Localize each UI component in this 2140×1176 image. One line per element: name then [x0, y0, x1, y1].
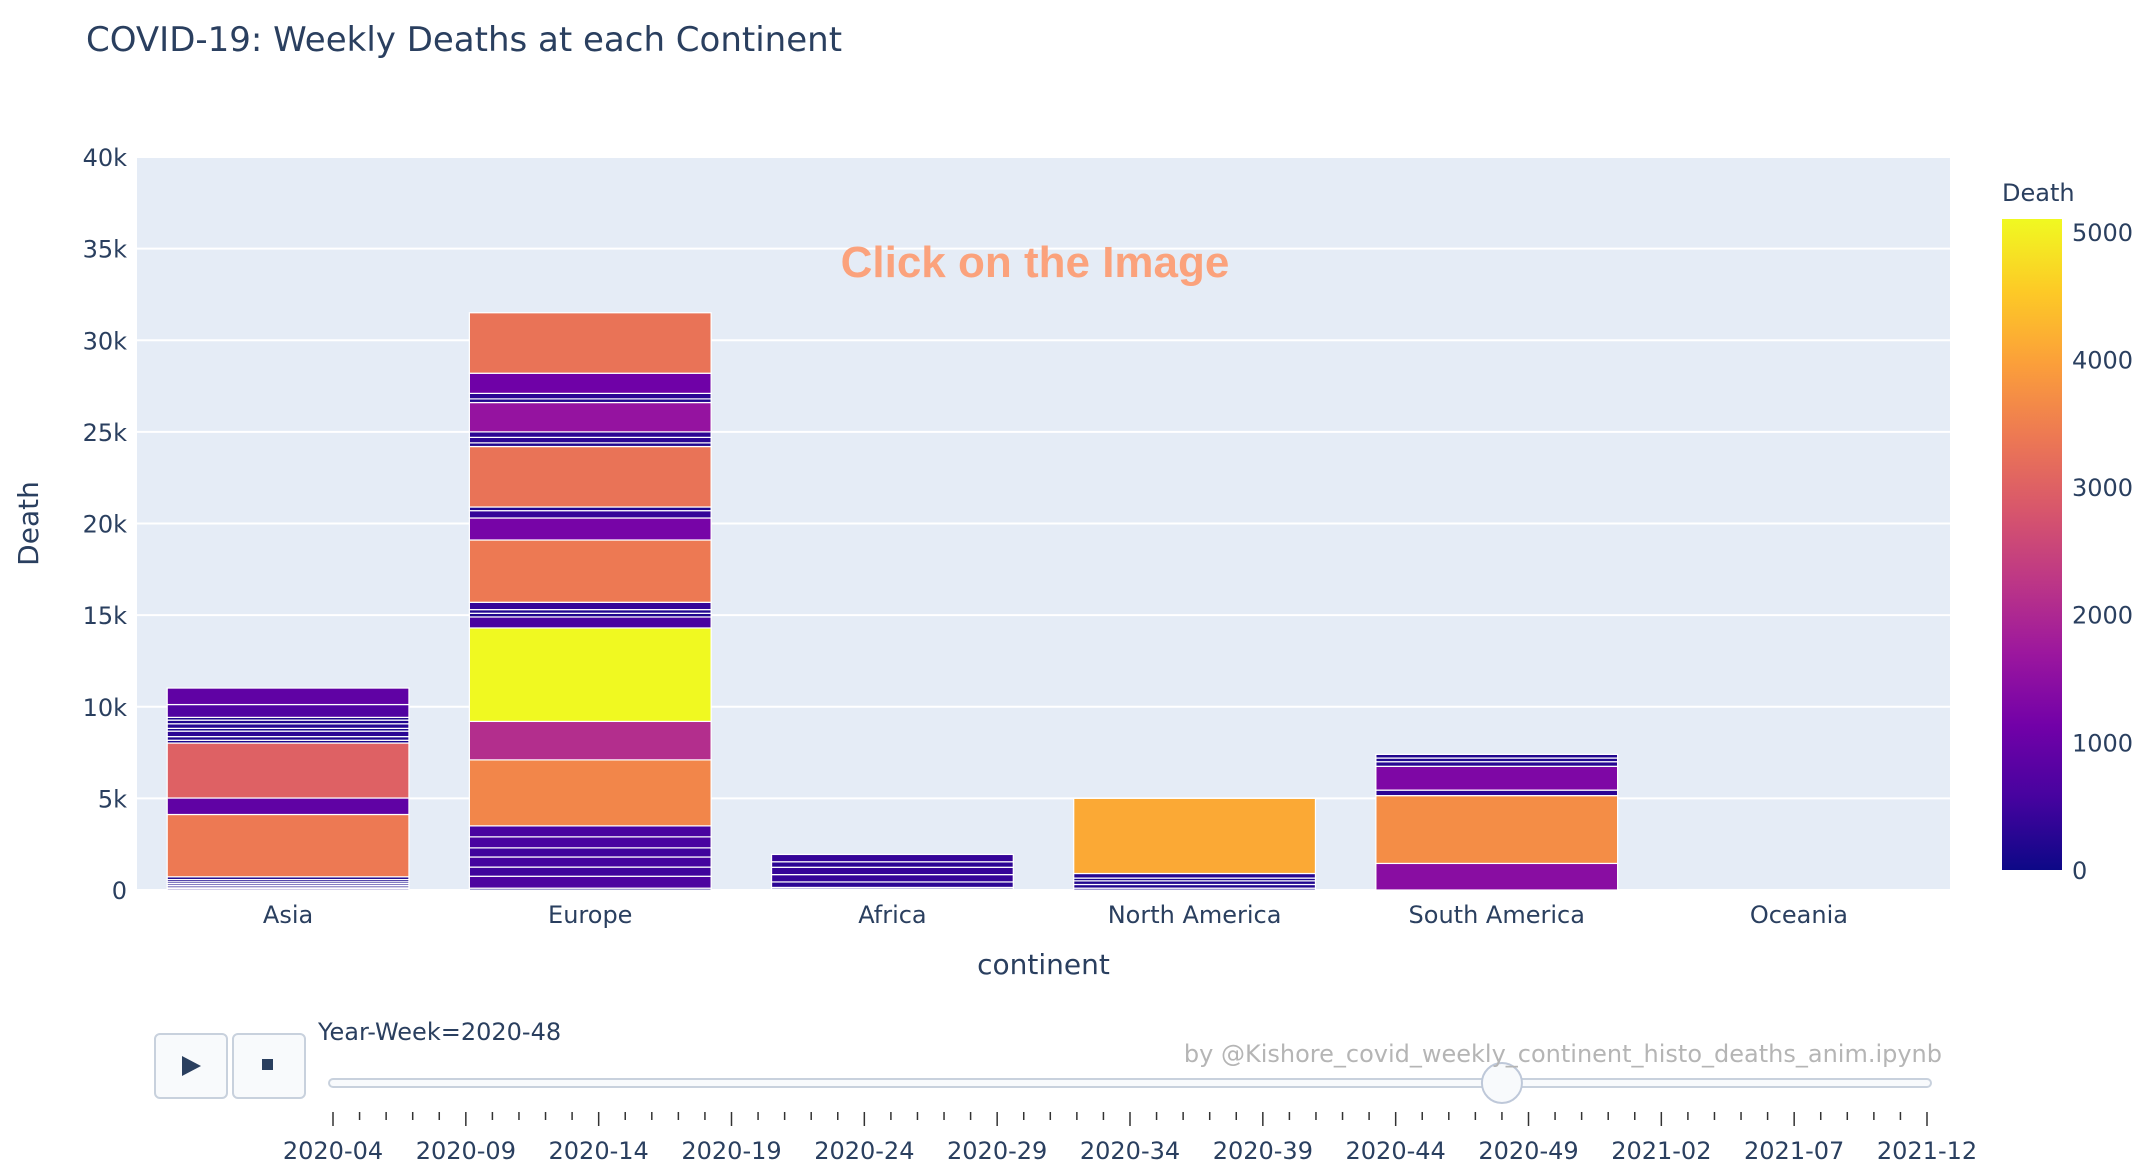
bar-segment[interactable]	[468, 601, 712, 611]
colorbar-title: Death	[2002, 179, 2075, 207]
slider-ticks	[332, 1112, 1928, 1126]
play-button[interactable]	[154, 1033, 228, 1099]
bar-segment[interactable]	[1375, 761, 1619, 767]
slider-tick-label: 2020-09	[416, 1137, 516, 1165]
bar-segment[interactable]	[166, 687, 410, 706]
colorbar-tick-label: 3000	[2072, 474, 2133, 502]
bar-segment[interactable]	[468, 856, 712, 868]
colorbar	[2002, 219, 2062, 870]
bar-segment[interactable]	[1073, 797, 1317, 875]
bar-segment[interactable]	[468, 825, 712, 838]
y-tick-label: 35k	[83, 236, 128, 264]
play-icon	[182, 1056, 201, 1076]
slider-tick-label: 2020-44	[1346, 1137, 1446, 1165]
x-tick-label: South America	[1409, 901, 1585, 929]
colorbar-tick-label: 1000	[2072, 729, 2133, 757]
y-axis-label: Death	[12, 481, 45, 566]
bar-segment[interactable]	[468, 517, 712, 541]
bar-segment[interactable]	[770, 866, 1014, 876]
credit-text: by @Kishore_covid_weekly_continent_histo…	[1183, 1040, 1942, 1068]
colorbar-tick-label: 5000	[2072, 219, 2133, 247]
bar-segment[interactable]	[468, 445, 712, 508]
slider-tick-label: 2020-04	[283, 1137, 383, 1165]
slider-tick-label: 2020-29	[947, 1137, 1047, 1165]
bar-segment[interactable]	[1375, 862, 1619, 891]
y-tick-label: 25k	[83, 419, 128, 447]
stop-icon	[262, 1059, 273, 1070]
y-tick-label: 15k	[83, 602, 128, 630]
slider-tick-label: 2020-49	[1478, 1137, 1578, 1165]
y-tick-label: 30k	[83, 327, 128, 355]
bar-segment[interactable]	[770, 861, 1014, 868]
bar-segment[interactable]	[468, 759, 712, 827]
bar-segment[interactable]	[166, 742, 410, 799]
bar-segment[interactable]	[468, 436, 712, 444]
bar-segment[interactable]	[468, 401, 712, 433]
x-tick-labels: Asia Europe Africa North America South Ameri…	[263, 901, 1848, 929]
click-annotation[interactable]: Click on the Image	[841, 238, 1230, 287]
bar-segment[interactable]	[1375, 765, 1619, 791]
x-tick-label: Europe	[548, 901, 632, 929]
bar-segment[interactable]	[1375, 795, 1619, 865]
slider-tick-label: 2021-12	[1877, 1137, 1977, 1165]
bar-segment[interactable]	[1375, 753, 1619, 759]
slider-tick-label: 2020-34	[1080, 1137, 1180, 1165]
slider-tick-label: 2021-07	[1744, 1137, 1844, 1165]
stop-button[interactable]	[232, 1033, 306, 1099]
slider-tick-label: 2020-39	[1213, 1137, 1313, 1165]
bar-segment[interactable]	[770, 881, 1014, 889]
y-tick-label: 5k	[98, 785, 127, 813]
bar-segment[interactable]	[770, 874, 1014, 883]
bar-segment[interactable]	[468, 431, 712, 438]
bars	[166, 312, 1921, 891]
bar-segment[interactable]	[468, 392, 712, 400]
bar-segment[interactable]	[166, 730, 410, 738]
bar-segment[interactable]	[468, 539, 712, 603]
y-tick-label: 10k	[83, 694, 128, 722]
colorbar-tick-label: 2000	[2072, 602, 2133, 630]
slider-tick-labels: 2020-04 2020-09 2020-14 2020-19 2020-24 2020-…	[283, 1137, 1977, 1165]
x-tick-label: North America	[1108, 901, 1282, 929]
slider-tick-label: 2020-19	[681, 1137, 781, 1165]
bar-segment[interactable]	[468, 312, 712, 374]
bar-segment[interactable]	[166, 723, 410, 729]
x-tick-label: Asia	[263, 901, 313, 929]
slider-current-label: Year-Week=2020-48	[318, 1018, 562, 1046]
colorbar-tick-label: 0	[2072, 857, 2087, 885]
bar-segment[interactable]	[166, 703, 410, 718]
x-tick-label: Oceania	[1750, 901, 1848, 929]
bar-segment[interactable]	[468, 875, 712, 889]
chart-title: COVID-19: Weekly Deaths at each Continen…	[86, 20, 843, 60]
y-tick-label: 0	[112, 877, 127, 905]
bar-segment[interactable]	[468, 866, 712, 877]
bar-segment[interactable]	[1073, 872, 1317, 879]
x-tick-label: Africa	[858, 901, 926, 929]
colorbar-tick-label: 4000	[2072, 346, 2133, 374]
y-tick-label: 20k	[83, 511, 128, 539]
y-tick-label: 40k	[83, 144, 128, 172]
bar-segment[interactable]	[770, 853, 1014, 863]
slider-tick-label: 2021-02	[1611, 1137, 1711, 1165]
bar-segment[interactable]	[468, 627, 712, 723]
bar-segment[interactable]	[166, 797, 410, 816]
x-axis-label: continent	[977, 948, 1110, 981]
slider-handle[interactable]	[1480, 1062, 1523, 1104]
slider-tick-label: 2020-14	[549, 1137, 649, 1165]
bar-segment[interactable]	[468, 616, 712, 629]
grid-lines	[137, 156, 1950, 891]
bar-segment[interactable]	[468, 720, 712, 761]
bar-segment[interactable]	[166, 813, 410, 878]
bar-segment[interactable]	[468, 372, 712, 394]
bar-segment[interactable]	[468, 836, 712, 849]
bar-segment[interactable]	[468, 847, 712, 858]
slider-tick-label: 2020-24	[814, 1137, 914, 1165]
bar-segment[interactable]	[468, 510, 712, 519]
y-tick-labels: 0 5k 10k 15k 20k 25k 30k 35k 40k	[83, 144, 128, 905]
bar-segment[interactable]	[1375, 789, 1619, 797]
colorbar-tick-labels: 0 1000 2000 3000 4000 5000	[2072, 219, 2133, 885]
